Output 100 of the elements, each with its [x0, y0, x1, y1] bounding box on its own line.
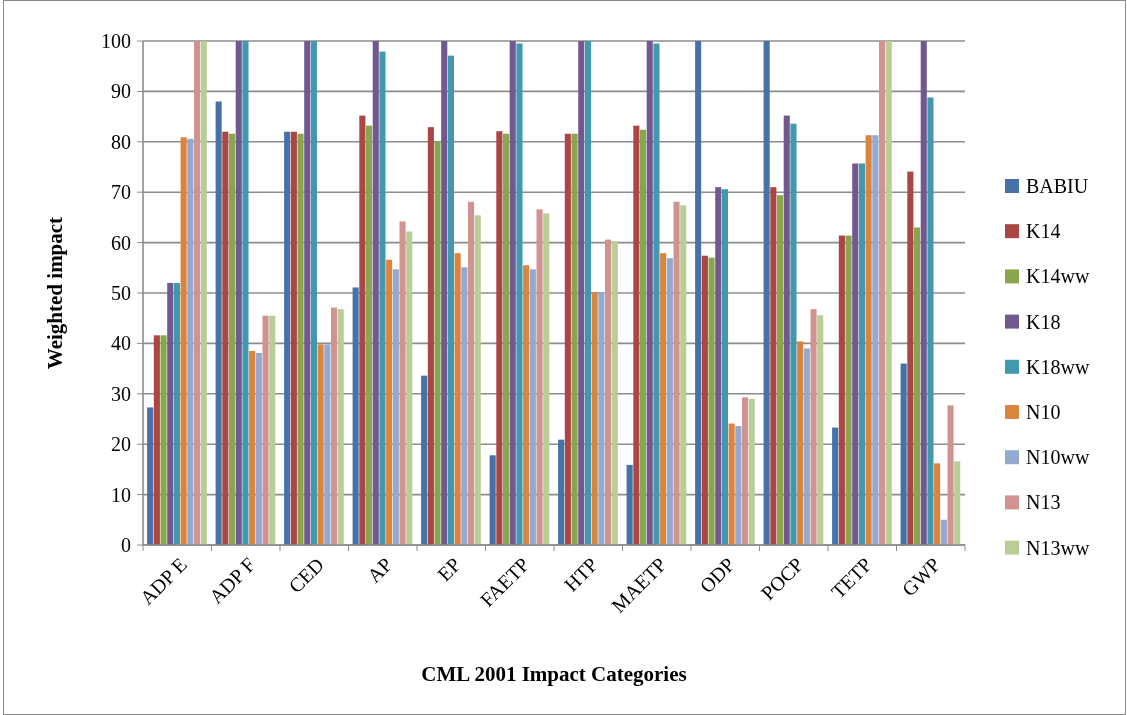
- bar: [310, 41, 317, 545]
- bar: [900, 363, 907, 545]
- legend-label: K18: [1026, 310, 1061, 333]
- bar: [640, 129, 647, 545]
- bar: [173, 282, 180, 545]
- bar: [578, 41, 585, 545]
- bar: [330, 307, 338, 545]
- bar: [885, 41, 892, 545]
- bar: [954, 461, 961, 545]
- bar: [865, 135, 872, 545]
- legend-label: BABIU: [1026, 175, 1089, 197]
- y-tick-label: 40: [111, 332, 131, 355]
- bar: [591, 291, 598, 545]
- bar: [934, 463, 941, 545]
- bar: [421, 375, 428, 545]
- bar: [783, 115, 790, 545]
- bar: [317, 344, 324, 545]
- y-tick-label: 70: [111, 181, 131, 204]
- bar: [434, 141, 441, 545]
- bar: [386, 259, 393, 545]
- bar: [735, 426, 742, 545]
- bar: [167, 282, 174, 545]
- bar: [817, 315, 824, 545]
- legend-label: K18ww: [1026, 355, 1090, 378]
- legend-label: K14ww: [1026, 265, 1090, 288]
- bar: [858, 163, 865, 545]
- bar: [673, 201, 680, 545]
- bar: [920, 41, 927, 545]
- bar: [489, 455, 496, 545]
- bar: [359, 115, 366, 545]
- bar: [523, 265, 530, 545]
- bar: [790, 123, 797, 545]
- bar: [242, 41, 249, 545]
- bar: [193, 41, 201, 545]
- bar: [770, 187, 777, 545]
- y-tick-label: 0: [121, 534, 131, 556]
- bar: [543, 213, 550, 545]
- y-tick-label: 50: [111, 282, 131, 304]
- bar: [147, 407, 154, 545]
- bar: [529, 269, 536, 545]
- bar: [878, 41, 886, 545]
- bar: [503, 133, 510, 545]
- bar: [914, 227, 921, 545]
- bar: [284, 131, 291, 545]
- bar: [153, 335, 160, 545]
- bar: [803, 348, 810, 545]
- bar: [715, 187, 722, 545]
- bar: [467, 201, 475, 545]
- bar: [680, 205, 687, 545]
- y-tick-label: 10: [111, 483, 131, 506]
- bar: [352, 287, 359, 545]
- legend-label: K14: [1026, 220, 1061, 243]
- bar: [180, 137, 187, 545]
- bar: [441, 41, 448, 545]
- bar: [646, 41, 653, 545]
- legend-label: N10ww: [1026, 446, 1090, 469]
- y-tick-label: 30: [111, 382, 131, 405]
- bar: [297, 133, 304, 545]
- bar: [604, 239, 612, 545]
- x-tick-label: EP: [432, 553, 466, 586]
- y-tick-label: 20: [111, 433, 131, 456]
- bar: [160, 335, 167, 545]
- x-tick-label: CED: [284, 553, 329, 598]
- bar: [558, 439, 565, 545]
- y-axis-title: Weighted impact: [43, 216, 67, 370]
- bar: [763, 41, 770, 545]
- x-tick-label: ODP: [695, 553, 740, 598]
- bar: [536, 209, 543, 545]
- bar: [379, 51, 386, 545]
- x-axis-title: CML 2001 Impact Categories: [421, 662, 687, 686]
- bar: [947, 405, 954, 545]
- bar: [406, 231, 413, 545]
- bar: [797, 341, 804, 545]
- bar: [927, 97, 934, 545]
- bar: [611, 241, 618, 545]
- bar: [235, 41, 242, 545]
- bar: [701, 255, 708, 545]
- bar: [337, 309, 344, 545]
- bar: [728, 423, 735, 545]
- bar: [838, 235, 845, 545]
- bar: [496, 131, 503, 545]
- bar: [845, 235, 852, 545]
- bar: [584, 41, 591, 545]
- y-tick-label: 80: [111, 130, 131, 153]
- bar: [516, 43, 523, 545]
- bar: [200, 41, 207, 545]
- bar: [324, 344, 331, 545]
- bar: [872, 135, 879, 545]
- bar: [269, 315, 276, 545]
- bar: [392, 269, 399, 545]
- y-tick-label: 60: [111, 231, 131, 254]
- bar: [290, 131, 297, 545]
- x-tick-label: AP: [362, 553, 397, 587]
- bar: [571, 133, 578, 545]
- bar: [626, 464, 633, 545]
- bar: [695, 41, 702, 545]
- bar: [262, 315, 269, 545]
- bar: [229, 133, 236, 545]
- bar: [907, 171, 914, 545]
- bar: [187, 138, 194, 545]
